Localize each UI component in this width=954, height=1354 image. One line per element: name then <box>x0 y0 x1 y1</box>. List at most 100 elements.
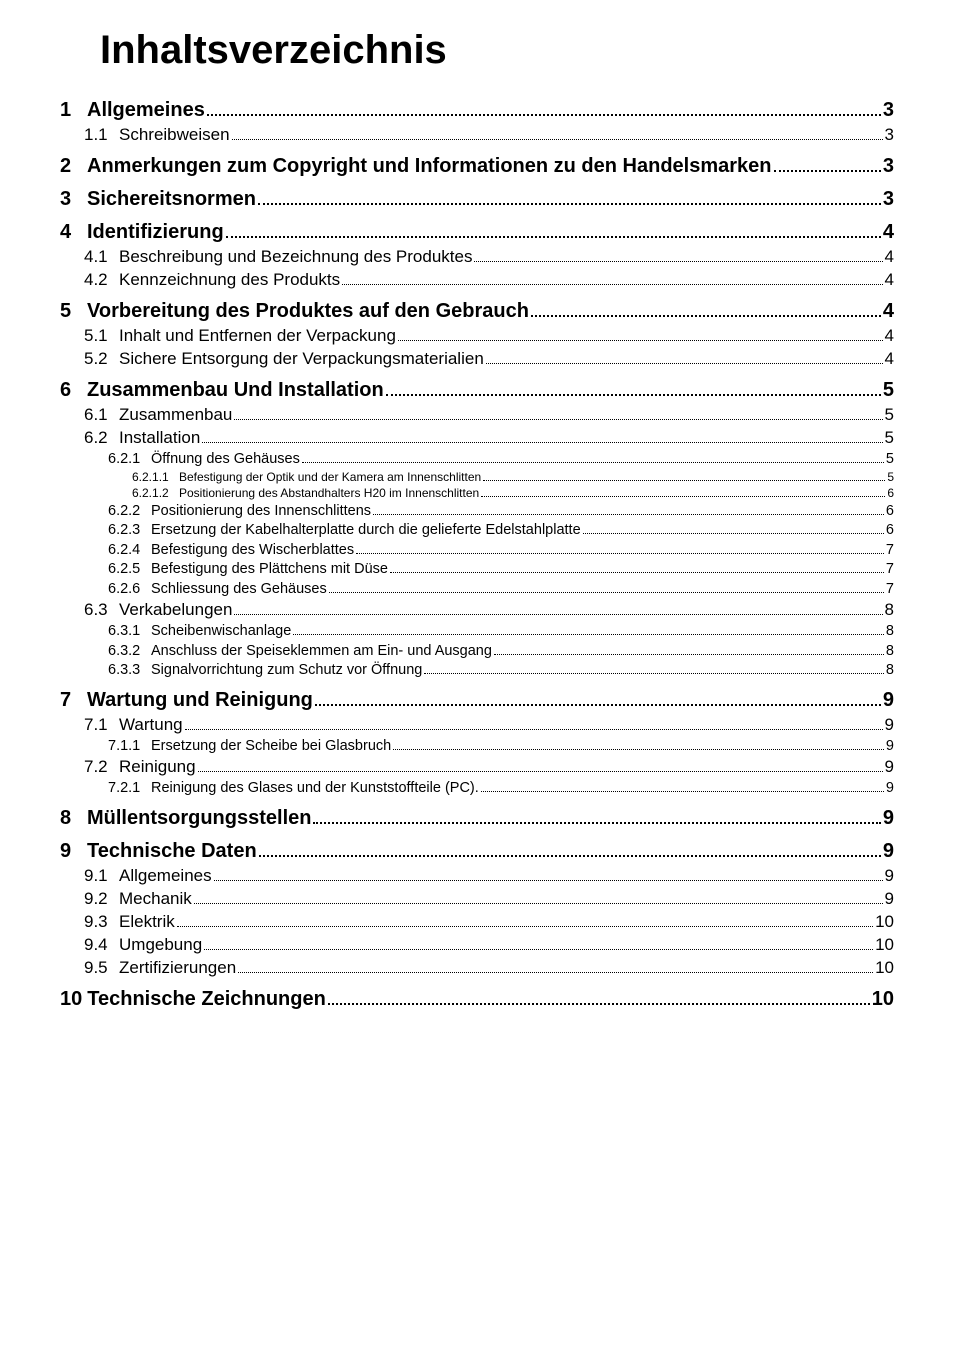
toc-entry-page: 9 <box>886 737 894 757</box>
toc-leader <box>774 170 881 172</box>
toc-leader <box>481 791 884 792</box>
toc-entry-label: Zusammenbau Und Installation <box>87 377 384 404</box>
toc-entry-page: 8 <box>886 642 894 662</box>
toc-entry-number: 9.5 <box>84 957 114 980</box>
toc-entry: 6Zusammenbau Und Installation5 <box>60 377 894 404</box>
toc-entry: 6.2.5Befestigung des Plättchens mit Düse… <box>108 560 894 580</box>
toc-entry: 10Technische Zeichnungen10 <box>60 986 894 1013</box>
toc-entry-label: Umgebung <box>119 934 202 957</box>
toc-entry-page: 9 <box>883 687 894 714</box>
toc-entry-label: Vorbereitung des Produktes auf den Gebra… <box>87 298 529 325</box>
toc-leader <box>313 822 880 824</box>
toc-leader <box>315 704 881 706</box>
toc-entry-page: 8 <box>885 599 894 622</box>
toc-leader <box>293 634 884 635</box>
document-page: Inhaltsverzeichnis 1Allgemeines31.1Schre… <box>0 0 954 1354</box>
toc-entry-number: 9.4 <box>84 934 114 957</box>
toc-leader <box>232 139 883 140</box>
toc-entry-page: 8 <box>886 622 894 642</box>
toc-entry-page: 9 <box>885 714 894 737</box>
toc-entry-number: 6.3.1 <box>108 622 146 642</box>
toc-entry-label: Sichere Entsorgung der Verpackungsmateri… <box>119 348 484 371</box>
toc-entry-number: 7.2 <box>84 756 114 779</box>
toc-entry-number: 9.3 <box>84 911 114 934</box>
toc-entry-number: 6.2.1.1 <box>132 469 174 485</box>
toc-leader <box>398 340 883 341</box>
toc-entry-number: 6.2.1 <box>108 450 146 470</box>
toc-entry-label: Zusammenbau <box>119 404 232 427</box>
toc-entry: 6.2.4Befestigung des Wischerblattes7 <box>108 541 894 561</box>
toc-leader <box>259 855 881 857</box>
toc-entry: 6.2.6Schliessung des Gehäuses7 <box>108 580 894 600</box>
toc-entry-number: 6.1 <box>84 404 114 427</box>
toc-entry-page: 4 <box>883 219 894 246</box>
toc-entry-label: Positionierung des Innenschlittens <box>151 502 371 522</box>
toc-leader <box>356 553 884 554</box>
toc-entry-label: Verkabelungen <box>119 599 232 622</box>
toc-entry: 7.2Reinigung9 <box>84 756 894 779</box>
toc-entry-number: 7.1.1 <box>108 737 146 757</box>
toc-entry-label: Technische Zeichnungen <box>87 986 326 1013</box>
toc-entry-page: 4 <box>885 246 894 269</box>
toc-entry-page: 8 <box>886 661 894 681</box>
toc-entry-page: 7 <box>886 541 894 561</box>
toc-leader <box>258 203 881 205</box>
toc-entry-label: Anmerkungen zum Copyright und Informatio… <box>87 153 772 180</box>
toc-entry-label: Reinigung des Glases und der Kunststofft… <box>151 779 479 799</box>
toc-entry-page: 7 <box>886 580 894 600</box>
toc-leader <box>194 903 883 904</box>
toc-entry-page: 3 <box>885 124 894 147</box>
toc-entry-number: 6.3.2 <box>108 642 146 662</box>
toc-entry-number: 8 <box>60 805 82 832</box>
toc-entry-page: 4 <box>885 269 894 292</box>
toc-leader <box>531 315 881 317</box>
toc-entry-label: Identifizierung <box>87 219 224 246</box>
toc-entry-page: 7 <box>886 560 894 580</box>
toc-entry-number: 4 <box>60 219 82 246</box>
toc-entry: 6.2.3Ersetzung der Kabelhalterplatte dur… <box>108 521 894 541</box>
toc-entry-number: 9 <box>60 838 82 865</box>
toc-entry-page: 6 <box>886 502 894 522</box>
toc-leader <box>373 514 884 515</box>
toc-entry-number: 9.2 <box>84 888 114 911</box>
toc-entry: 6.2Installation5 <box>84 427 894 450</box>
toc-entry-page: 9 <box>886 779 894 799</box>
toc-entry-page: 9 <box>883 805 894 832</box>
toc-entry-number: 3 <box>60 186 82 213</box>
toc-entry: 9.1Allgemeines9 <box>84 865 894 888</box>
toc-leader <box>238 972 873 973</box>
toc-entry-number: 4.2 <box>84 269 114 292</box>
toc-entry-label: Befestigung des Wischerblattes <box>151 541 354 561</box>
toc-leader <box>177 926 873 927</box>
toc-entry: 4.1Beschreibung und Bezeichnung des Prod… <box>84 246 894 269</box>
toc-entry-number: 7 <box>60 687 82 714</box>
toc-leader <box>198 771 883 772</box>
toc-entry-number: 6.2.2 <box>108 502 146 522</box>
toc-entry-label: Ersetzung der Scheibe bei Glasbruch <box>151 737 391 757</box>
toc-entry-number: 10 <box>60 986 82 1013</box>
toc-entry-number: 6.2.1.2 <box>132 485 174 501</box>
toc-entry-label: Wartung und Reinigung <box>87 687 313 714</box>
toc-entry-label: Befestigung der Optik und der Kamera am … <box>179 469 481 485</box>
toc-leader <box>494 654 884 655</box>
toc-entry: 7.2.1Reinigung des Glases und der Kunsts… <box>108 779 894 799</box>
toc-leader <box>234 419 882 420</box>
toc-leader <box>583 533 884 534</box>
toc-entry-label: Zertifizierungen <box>119 957 236 980</box>
toc-entry-page: 10 <box>872 986 894 1013</box>
toc-leader <box>342 284 882 285</box>
toc-entry-label: Ersetzung der Kabelhalterplatte durch di… <box>151 521 581 541</box>
toc-entry-label: Technische Daten <box>87 838 257 865</box>
toc-entry-page: 3 <box>883 186 894 213</box>
toc-leader <box>226 236 881 238</box>
toc-entry-page: 4 <box>883 298 894 325</box>
toc-entry-label: Sichereitsnormen <box>87 186 256 213</box>
toc-entry: 6.3.1Scheibenwischanlage8 <box>108 622 894 642</box>
toc-entry-page: 5 <box>883 377 894 404</box>
toc-entry-label: Anschluss der Speiseklemmen am Ein- und … <box>151 642 492 662</box>
toc-entry: 6.2.1Öffnung des Gehäuses5 <box>108 450 894 470</box>
toc-entry-label: Allgemeines <box>87 97 205 124</box>
toc-entry-label: Befestigung des Plättchens mit Düse <box>151 560 388 580</box>
toc-entry: 8Müllentsorgungsstellen9 <box>60 805 894 832</box>
toc-leader <box>474 261 882 262</box>
